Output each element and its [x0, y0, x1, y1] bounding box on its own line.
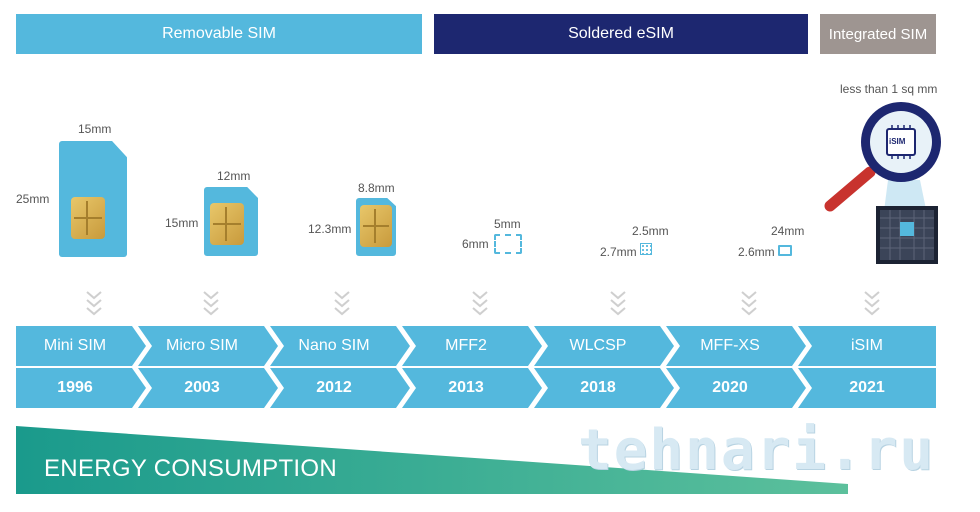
timeline-name-wlcsp: WLCSP — [569, 337, 627, 354]
timeline-name-micro-sim: Micro SIM — [166, 337, 238, 354]
timeline-arrow-segment — [16, 326, 146, 366]
timeline-arrow-segment — [270, 368, 410, 408]
timeline-name-mff-xs: MFF-XS — [700, 337, 760, 354]
micro-sim-height: 15mm — [165, 216, 199, 230]
soldered-esim-band: Soldered eSIM — [434, 14, 808, 54]
timeline-name-nano-sim: Nano SIM — [298, 337, 370, 354]
timeline-arrow-segment — [666, 368, 806, 408]
timeline-arrow-segment — [16, 368, 146, 408]
timeline-year-2018: 2018 — [580, 379, 616, 396]
mini-sim-height: 25mm — [16, 192, 50, 206]
isim-magnifier-icon — [824, 102, 941, 264]
chevron-down-icon — [610, 291, 626, 316]
removable-sim-band: Removable SIM — [16, 14, 422, 54]
timeline-arrow-segment — [402, 368, 542, 408]
soldered-esim-label: Soldered eSIM — [568, 25, 674, 42]
mff2-height: 6mm — [462, 237, 489, 251]
micro-sim-chip-icon — [210, 203, 244, 245]
isim-chip-label: iSIM — [889, 137, 906, 146]
watermark-text: tehnari.ru — [578, 418, 936, 483]
timeline-year-2012: 2012 — [316, 379, 352, 396]
mffxs-height: 2.6mm — [738, 245, 775, 259]
chevron-down-icon — [741, 291, 757, 316]
timeline-year-2003: 2003 — [184, 379, 220, 396]
chevron-down-icon — [864, 291, 880, 316]
sim-timeline: Mini SIM Micro SIM Nano SIM MFF2 WLCSP M… — [16, 326, 936, 410]
chevron-down-icon — [472, 291, 488, 316]
timeline-arrow-segment — [798, 368, 936, 408]
timeline-arrow-segment — [534, 368, 674, 408]
chevron-down-icon — [86, 291, 102, 316]
mffxs-width: 24mm — [771, 224, 805, 238]
timeline-arrow-segment — [666, 326, 806, 366]
timeline-arrow-segment — [138, 326, 278, 366]
timeline-name-mini-sim: Mini SIM — [43, 337, 107, 354]
timeline-arrows — [16, 326, 936, 408]
energy-consumption-wedge — [16, 426, 848, 494]
integrated-sim-label: Integrated SIM — [828, 25, 928, 43]
timeline-arrow-segment — [270, 326, 410, 366]
nano-sim-width: 8.8mm — [358, 181, 395, 195]
timeline-name-mff2: MFF2 — [445, 337, 487, 354]
mffxs-chip-icon — [778, 245, 792, 256]
mff2-chip-icon — [494, 234, 522, 254]
integrated-sim-band: Integrated SIM — [820, 14, 936, 54]
wlcsp-width: 2.5mm — [632, 224, 669, 238]
isim-size-note: less than 1 sq mm — [840, 82, 938, 96]
timeline-year-1996: 1996 — [57, 379, 93, 396]
micro-sim-width: 12mm — [217, 169, 251, 183]
energy-consumption-label: ENERGY CONSUMPTION — [44, 455, 337, 482]
chevron-down-icon — [334, 291, 350, 316]
timeline-year-2013: 2013 — [448, 379, 484, 396]
nano-sim-chip-icon — [360, 205, 392, 247]
mini-sim-width: 15mm — [78, 122, 112, 136]
removable-sim-label: Removable SIM — [162, 25, 276, 42]
chevron-down-icon — [203, 291, 219, 316]
nano-sim-height: 12.3mm — [308, 222, 352, 236]
timeline-year-2020: 2020 — [712, 379, 748, 396]
timeline-arrow-segment — [138, 368, 278, 408]
timeline-arrow-segment — [798, 326, 936, 366]
wlcsp-chip-icon — [640, 243, 652, 255]
mff2-width: 5mm — [494, 217, 521, 231]
timeline-year-2021: 2021 — [849, 379, 885, 396]
timeline-arrow-segment — [534, 326, 674, 366]
wlcsp-height: 2.7mm — [600, 245, 637, 259]
timeline-name-isim: iSIM — [851, 337, 883, 354]
mini-sim-chip-icon — [71, 197, 105, 239]
timeline-arrow-segment — [402, 326, 542, 366]
